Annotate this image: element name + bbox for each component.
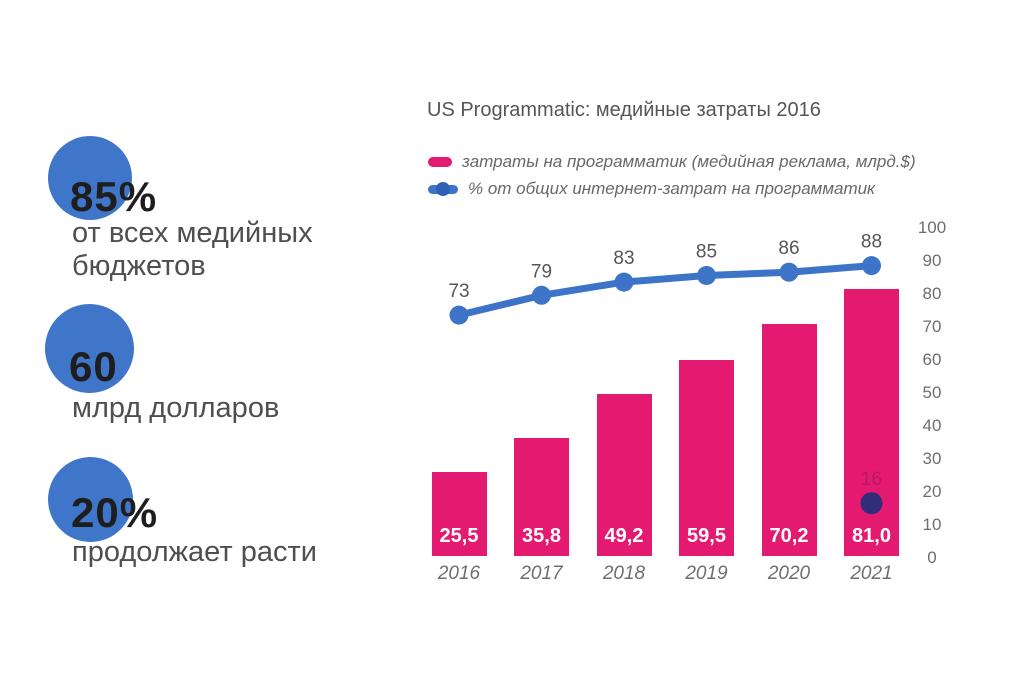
line-point bbox=[614, 272, 634, 292]
bar-2016: 25,5 bbox=[431, 471, 487, 556]
right-axis-tick: 70 bbox=[922, 317, 942, 336]
line-point-label: 85 bbox=[696, 242, 717, 263]
bar-2018: 49,2 bbox=[596, 393, 652, 556]
bar-2017: 35,8 bbox=[514, 437, 569, 556]
legend-row-line: % от общих интернет-затрат на программат… bbox=[428, 179, 875, 199]
legend-label: % от общих интернет-затрат на программат… bbox=[468, 179, 876, 198]
stat-label: от всех медийных бюджетов bbox=[72, 217, 313, 282]
stat-value: 85% bbox=[70, 173, 158, 220]
line-point bbox=[862, 256, 881, 276]
right-axis-tick: 100 bbox=[917, 218, 947, 237]
right-axis-tick: 50 bbox=[922, 383, 942, 402]
stat-circle bbox=[45, 304, 134, 393]
bar-value-label: 35,8 bbox=[522, 524, 561, 547]
stray-dot-label: 16 bbox=[861, 469, 882, 490]
bar-series-swatch-icon bbox=[428, 157, 452, 167]
line-point-label: 88 bbox=[861, 232, 882, 253]
x-axis-year-label: 2020 bbox=[767, 563, 811, 584]
bar-value-label: 49,2 bbox=[604, 524, 644, 547]
right-axis-tick: 0 bbox=[927, 548, 937, 567]
x-axis-year-label: 2017 bbox=[520, 563, 563, 584]
line-point-label: 73 bbox=[448, 281, 469, 302]
bar-2019: 59,5 bbox=[679, 359, 734, 556]
line-point-label: 83 bbox=[613, 248, 634, 269]
right-axis-tick: 90 bbox=[922, 251, 942, 270]
line-point-label: 79 bbox=[531, 261, 552, 282]
line-point bbox=[532, 285, 551, 305]
x-axis-year-label: 2021 bbox=[850, 563, 893, 584]
line-point bbox=[697, 266, 716, 285]
stat-label: млрд долларов bbox=[72, 392, 280, 424]
legend-label: затраты на программатик (медийная реклам… bbox=[462, 152, 916, 171]
right-axis-tick: 20 bbox=[922, 482, 942, 501]
stat-label: продолжает расти bbox=[72, 536, 317, 568]
bar-value-label: 59,5 bbox=[687, 524, 726, 547]
bar-value-label: 25,5 bbox=[439, 524, 479, 547]
bar-value-label: 81,0 bbox=[852, 524, 891, 547]
stat-circle bbox=[48, 136, 132, 220]
right-axis-tick: 30 bbox=[922, 449, 942, 468]
x-axis-year-label: 2016 bbox=[437, 563, 481, 584]
right-axis-tick: 80 bbox=[922, 284, 942, 303]
chart-title: US Programmatic: медийные затраты 2016 bbox=[427, 99, 821, 121]
line-series-dot-icon bbox=[436, 182, 450, 196]
legend-row-bars: затраты на программатик (медийная реклам… bbox=[428, 152, 916, 172]
x-axis-year-label: 2018 bbox=[602, 563, 646, 584]
line-point bbox=[779, 262, 799, 282]
line-point bbox=[449, 305, 469, 325]
stray-dot bbox=[860, 492, 883, 515]
line-point-label: 86 bbox=[778, 238, 799, 259]
stat-value: 60 bbox=[69, 343, 118, 390]
x-axis-year-label: 2019 bbox=[685, 563, 728, 584]
right-axis-tick: 60 bbox=[922, 350, 942, 369]
line-series-swatch-icon bbox=[428, 182, 458, 196]
bar-2020: 70,2 bbox=[761, 324, 817, 556]
stat-circle bbox=[48, 457, 133, 542]
right-axis-tick: 40 bbox=[922, 416, 942, 435]
right-axis-tick: 10 bbox=[922, 515, 942, 534]
stat-value: 20% bbox=[71, 489, 159, 536]
trend-line bbox=[455, 262, 875, 319]
bar-value-label: 70,2 bbox=[769, 524, 809, 547]
